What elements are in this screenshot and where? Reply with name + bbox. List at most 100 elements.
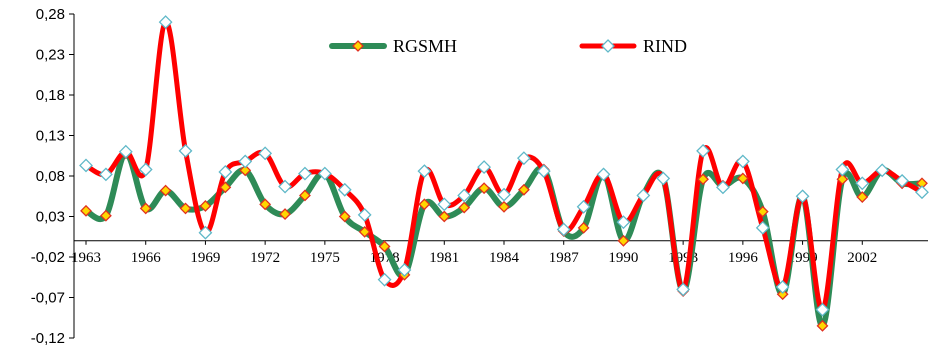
data-point [855,176,870,191]
data-point [198,225,213,240]
data-point [477,160,492,175]
data-point [915,185,929,200]
y-tick-label: -0,02 [31,249,65,266]
data-point [617,234,630,247]
data-point [516,151,531,166]
data-point [358,225,371,238]
data-point [259,198,272,211]
data-point [636,188,651,203]
data-point [556,222,571,237]
data-point [279,208,291,220]
chart-axes: 0,28 0,23 0,18 0,13 0,08 0,03 -0,02 -0,07 -0,12 1… [31,6,928,347]
data-point [338,210,351,223]
data-point [99,209,112,222]
data-point [337,182,352,197]
data-point [755,220,770,235]
data-point [596,167,611,182]
data-point [836,173,849,186]
data-point [697,173,709,186]
data-point [80,204,92,217]
data-point [795,189,810,204]
data-point [159,184,172,197]
data-point [458,201,471,214]
data-point [377,272,392,287]
data-point [417,164,432,179]
data-point [616,215,631,230]
data-point [696,143,710,158]
data-point [437,197,452,212]
data-point [357,207,372,222]
data-point [179,202,192,215]
data-point [219,181,232,194]
x-tick-label: 1990 [608,250,638,266]
data-point [576,199,591,214]
data-point [676,282,691,297]
data-point [577,221,590,234]
data-point [875,163,890,178]
data-point [239,164,252,177]
data-point [497,187,511,202]
data-point [138,162,153,177]
series-line-rind [83,19,925,313]
x-tick-label: 1987 [549,250,580,266]
y-tick-label: 0,08 [36,168,65,185]
data-point [815,302,830,317]
x-tick-label: 1996 [728,250,759,266]
x-tick-label: 1972 [250,250,280,266]
data-point [79,158,93,173]
data-point [756,205,769,218]
y-tick-label: 0,03 [36,209,65,226]
data-point [856,191,869,203]
data-point [895,173,910,188]
x-tick-label: 2002 [847,250,877,266]
data-point [98,167,113,182]
chart-legend: RGSMH RIND [329,36,687,56]
data-point [816,319,829,332]
data-point [835,162,850,177]
data-point [735,154,750,169]
data-point [776,288,789,301]
data-point [118,144,133,159]
data-point [418,198,431,211]
x-tick-label: 1963 [71,250,101,266]
data-point [178,143,193,158]
x-tick-label: 1975 [310,250,340,266]
data-point [139,202,152,215]
legend-swatch-marker [352,40,364,52]
y-tick-label: 0,23 [36,47,65,64]
legend-label: RIND [643,36,687,56]
y-tick-label: -0,12 [31,330,65,347]
data-point [716,180,730,195]
data-point [238,154,253,169]
y-tick-label: 0,28 [36,6,65,23]
data-point [438,210,451,223]
data-point [457,188,472,203]
data-point [536,164,551,179]
x-tick-label: 1984 [489,250,520,266]
data-point [317,166,332,181]
data-point [378,240,391,253]
data-point [517,183,530,196]
data-point [736,172,749,185]
x-tick-label: 1966 [131,250,162,266]
y-tick-label: 0,13 [36,128,65,145]
y-tick-label: 0,18 [36,87,65,104]
legend-label: RGSMH [393,36,457,56]
x-tick-label: 1969 [190,250,220,266]
data-point [775,280,790,294]
y-tick-label: -0,07 [31,290,65,307]
data-point [299,189,311,202]
series-line-rgsmh [83,150,925,329]
data-point [158,15,173,30]
data-point [278,179,292,194]
data-point [218,165,233,179]
data-point [258,146,273,161]
data-point [656,171,671,186]
data-point [397,263,412,277]
data-point [478,182,491,195]
series-layer [79,15,929,332]
data-point [498,200,510,213]
data-point [298,166,312,181]
x-tick-label: 1981 [429,250,459,266]
